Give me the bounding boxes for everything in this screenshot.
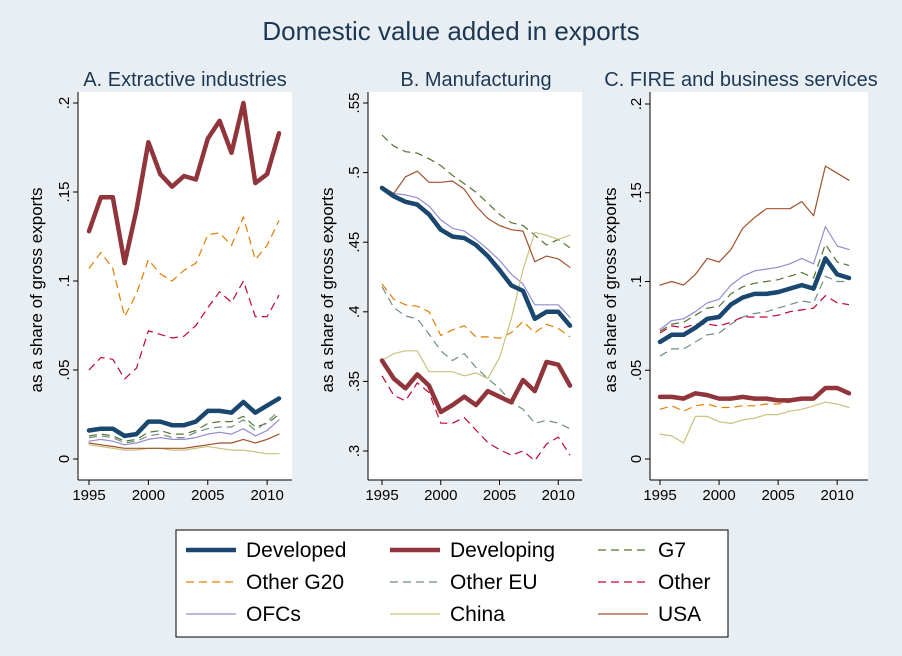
- panel-b-series-other: [381, 375, 571, 462]
- panel-c-ytick-label: .2: [628, 98, 645, 111]
- legend-label-developed: Developed: [246, 539, 346, 562]
- panel-c-series-developed: [657, 256, 852, 345]
- panel-a-series-other: [88, 280, 280, 380]
- panel-b-series-usa: [381, 170, 571, 268]
- legend-label-other: Other: [658, 571, 711, 594]
- panel-b-xtick-label: 2000: [424, 487, 457, 504]
- panel-a-series-other-g20: [88, 216, 280, 318]
- legend-label-g7: G7: [658, 539, 686, 562]
- legend-label-other-g20: Other G20: [246, 571, 344, 594]
- panel-c-ytick-label: .05: [628, 360, 645, 381]
- panel-a-ytick-label: .15: [56, 182, 73, 203]
- panel-c-title: C. FIRE and business services: [604, 69, 877, 91]
- panel-c-plot-area: [650, 92, 868, 480]
- panel-b-xtick-label: 1995: [365, 487, 398, 504]
- panel-b-ytick-label: .35: [346, 371, 363, 392]
- panel-b-series-other-eu: [381, 286, 571, 430]
- panel-c-ytick-label: .15: [628, 182, 645, 203]
- panel-c-ytick-label: .1: [628, 275, 645, 288]
- panel-b-ytick-label: .3: [346, 445, 363, 458]
- panel-c-series-other-eu: [659, 275, 849, 357]
- panel-b-series-other-g20: [381, 283, 571, 339]
- panel-c-series-ofcs: [659, 225, 850, 330]
- panel-b-xtick-label: 2010: [542, 487, 575, 504]
- panel-b-ytick-label: .4: [346, 306, 363, 319]
- legend-label-developing: Developing: [450, 539, 555, 562]
- panel-b-series-developing: [379, 358, 573, 415]
- panel-a-series-ofcs: [88, 419, 280, 446]
- panel-a-ytick-label: 0: [56, 455, 73, 463]
- panel-b: .3 .35 .4 .45 .5 .55 1995 2000 2005 2010: [346, 92, 582, 504]
- panel-c-xtick-label: 2010: [821, 487, 854, 504]
- panel-a-ylabel: as a share of gross exports: [27, 187, 46, 392]
- panel-c-xtick-label: 2000: [702, 487, 735, 504]
- panel-b-series-china: [381, 231, 571, 380]
- panel-a-series-usa: [88, 433, 280, 449]
- panel-a-series-g7: [88, 414, 280, 442]
- panel-a-title: A. Extractive industries: [83, 69, 286, 91]
- panel-b-series-g7: [381, 134, 571, 249]
- panel-b-plot-area: [368, 92, 582, 480]
- chart-title: Domestic value added in exports: [262, 16, 639, 46]
- panel-c-series-china: [659, 401, 850, 444]
- panel-a-xtick-label: 1995: [72, 487, 105, 504]
- panel-a-series-developed: [86, 396, 282, 439]
- legend-box: [175, 529, 729, 638]
- panel-b-title: B. Manufacturing: [400, 69, 551, 91]
- panel-a-plot-area: [78, 92, 292, 480]
- panel-c: 0 .05 .1 .15 .2 1995 2000 2005 2010: [628, 92, 868, 504]
- panel-b-series-ofcs: [381, 185, 571, 318]
- panel-c-xtick-label: 2005: [761, 487, 794, 504]
- panel-a-xtick-label: 2005: [191, 487, 224, 504]
- legend-label-usa: USA: [658, 603, 701, 626]
- panel-a-xtick-label: 2010: [250, 487, 283, 504]
- panel-a-ytick-label: .05: [56, 360, 73, 381]
- panel-a-series-china: [88, 444, 280, 455]
- panel-b-ylabel: as a share of gross exports: [318, 187, 337, 392]
- panel-a-xtick-label: 2000: [132, 487, 165, 504]
- panel-c-series-usa: [659, 165, 850, 286]
- legend-label-ofcs: OFCs: [246, 603, 301, 626]
- legend: Developed Developing G7 Other G20 Other EU Ot…: [175, 529, 729, 638]
- panel-c-series-developing: [657, 385, 852, 403]
- panel-c-series-other: [659, 295, 850, 334]
- panel-a-ytick-label: .2: [56, 97, 73, 110]
- panel-a-series-other-eu: [88, 410, 280, 444]
- panel-b-ytick-label: .45: [346, 232, 363, 253]
- panel-c-ylabel: as a share of gross exports: [601, 187, 620, 392]
- panel-a-ytick-label: .1: [56, 275, 73, 288]
- panel-b-ytick-label: .55: [346, 93, 363, 114]
- panel-c-series-g7: [659, 243, 850, 332]
- legend-label-china: China: [450, 603, 505, 626]
- panel-b-series-developed: [379, 185, 573, 328]
- legend-label-other-eu: Other EU: [450, 571, 538, 594]
- panel-a: 0 .05 .1 .15 .2 1995 2000 2005 2010: [56, 92, 292, 504]
- panel-a-series-developing: [86, 100, 282, 266]
- panel-b-ytick-label: .5: [346, 166, 363, 179]
- panel-c-xtick-label: 1995: [643, 487, 676, 504]
- panel-c-ytick-label: 0: [628, 455, 645, 463]
- panel-b-xtick-label: 2005: [483, 487, 516, 504]
